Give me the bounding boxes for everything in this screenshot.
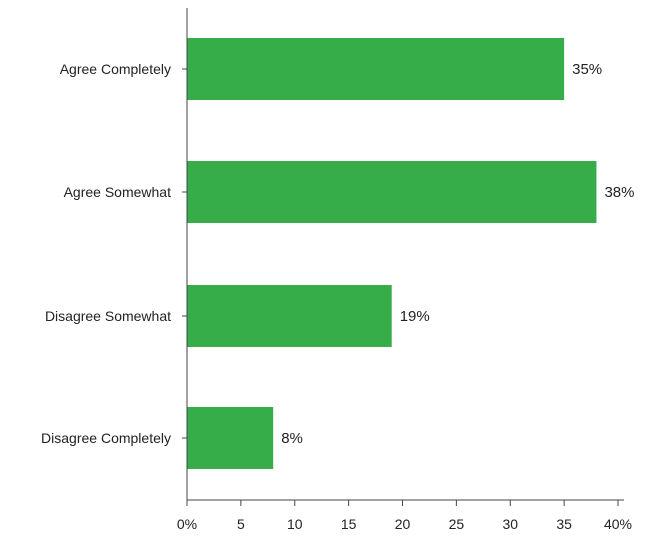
data-label: 19% <box>400 308 430 325</box>
category-label: Disagree Completely <box>41 430 171 446</box>
data-labels-group: 35% 38% 19% 8% <box>281 61 634 447</box>
x-tick-label: 30 <box>502 516 518 532</box>
x-tick-label: 40% <box>604 516 632 532</box>
x-tick-label: 35 <box>556 516 572 532</box>
category-label: Disagree Somewhat <box>45 308 171 324</box>
bar <box>187 285 392 347</box>
x-tick-label: 5 <box>237 516 245 532</box>
bars-group <box>187 38 597 469</box>
x-tick-label: 20 <box>395 516 411 532</box>
category-labels-group: Agree Completely Agree Somewhat Disagree S… <box>41 61 187 446</box>
x-tick-label: 10 <box>287 516 303 532</box>
category-label: Agree Completely <box>60 61 171 77</box>
bar <box>187 407 274 469</box>
x-axis-ticks-group: 0% 5 10 15 20 25 30 35 40% <box>177 500 632 532</box>
data-label: 35% <box>572 61 602 78</box>
data-label: 38% <box>604 184 634 201</box>
x-tick-label: 0% <box>177 516 197 532</box>
bar <box>187 38 565 100</box>
data-label: 8% <box>281 430 303 447</box>
category-label: Agree Somewhat <box>64 184 172 200</box>
x-tick-label: 15 <box>341 516 357 532</box>
x-tick-label: 25 <box>449 516 465 532</box>
bar <box>187 161 597 223</box>
